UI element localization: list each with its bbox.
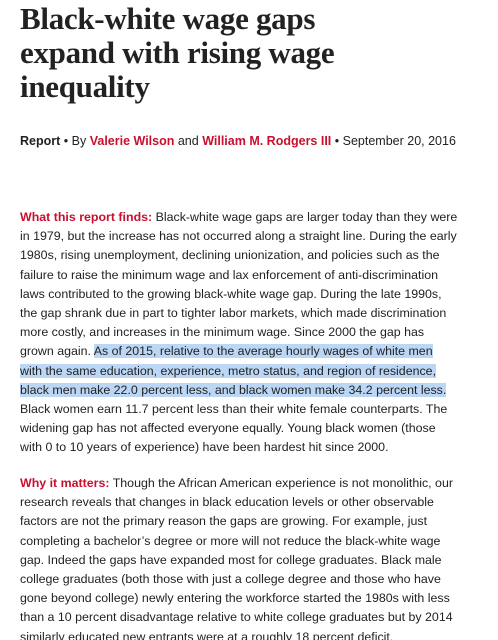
line: gone beyond college) newly entering the …	[20, 591, 450, 606]
line: the gap shrank due in part to tighter la…	[20, 306, 447, 321]
separator: •	[334, 134, 340, 148]
line: 1980s, rising unemployment, declining un…	[20, 248, 440, 263]
section: What this report finds: Black-white wage…	[20, 208, 496, 458]
line: Why it matters: Though the African Ameri…	[20, 474, 496, 493]
title-line: expand with rising wage	[20, 35, 335, 70]
title-line: Black-white wage gaps	[20, 1, 316, 36]
title-line: inequality	[20, 69, 150, 104]
line: failure to raise the minimum wage and la…	[20, 267, 439, 282]
author[interactable]: William M. Rodgers III	[202, 134, 332, 148]
line: laws contributed to the growing black-wh…	[20, 286, 442, 301]
line: What this report finds: Black-white wage…	[20, 208, 496, 227]
line: with 0 to 10 years of experience) have b…	[20, 440, 389, 455]
section: Why it matters: Though the African Ameri…	[20, 474, 496, 640]
author[interactable]: Valerie Wilson	[89, 134, 175, 148]
conjunction: and	[177, 134, 199, 148]
line: than a 10 percent disadvantage relative …	[20, 610, 453, 625]
section-label: Why it matters:	[20, 476, 110, 490]
line: in 1979, but the increase has not occurr…	[20, 229, 457, 244]
byline: Report • By Valerie Wilson and William M…	[20, 134, 456, 148]
separator: •	[63, 134, 69, 148]
line: more costly, and increases in the minimu…	[20, 325, 425, 340]
line: black men make 22.0 percent less, and bl…	[20, 381, 496, 400]
line: research reveals that changes in black e…	[20, 495, 434, 510]
highlight: As of 2015, relative to the average hour…	[93, 344, 433, 359]
line: factors are not the primary reason the g…	[20, 514, 428, 529]
line: completing a bachelor’s degree or more w…	[20, 533, 441, 548]
text: Black-white wage gaps are larger today t…	[155, 210, 458, 224]
line: widening gap has not affected everyone e…	[20, 421, 436, 436]
line: with the same education, experience, met…	[20, 362, 496, 381]
highlight: black men make 22.0 percent less, and bl…	[20, 382, 447, 397]
report-type: Report	[20, 134, 61, 148]
line: similarly educated new entrants were at …	[20, 629, 394, 640]
line: college graduates (both those with just …	[20, 572, 441, 587]
line: Black women earn 11.7 percent less than …	[20, 402, 448, 417]
line: grown again. As of 2015, relative to the…	[20, 342, 496, 361]
highlight: with the same education, experience, met…	[20, 363, 437, 378]
by: By	[71, 134, 87, 148]
title: Black-white wage gaps expand with rising…	[20, 1, 335, 104]
date: September 20, 2016	[342, 134, 456, 148]
line: gap. Indeed the gaps have expanded most …	[20, 552, 442, 567]
text: Though the African American experience i…	[112, 476, 453, 490]
section-label: What this report finds:	[20, 210, 153, 224]
text: grown again.	[20, 344, 91, 359]
